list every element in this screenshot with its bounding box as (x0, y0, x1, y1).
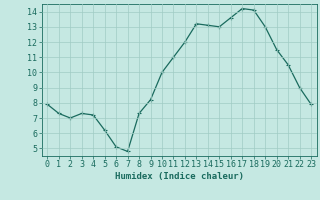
X-axis label: Humidex (Indice chaleur): Humidex (Indice chaleur) (115, 172, 244, 181)
